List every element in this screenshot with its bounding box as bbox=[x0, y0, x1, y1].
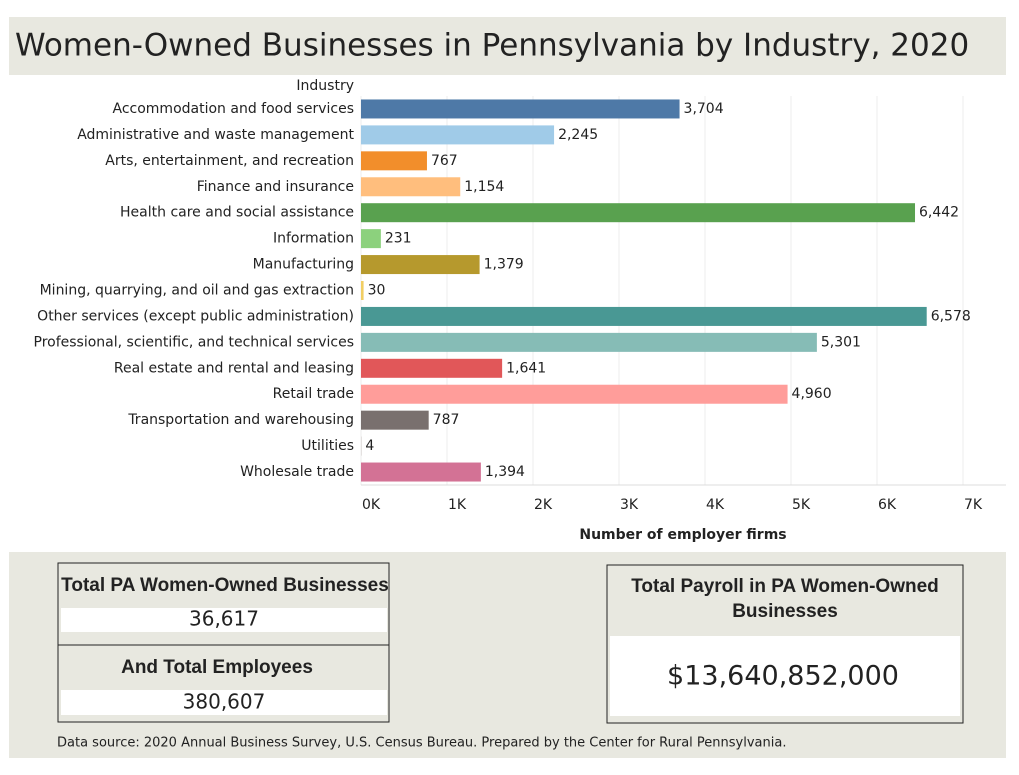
y-tick-label: Mining, quarrying, and oil and gas extra… bbox=[40, 283, 354, 299]
kpi-label: Total PA Women-Owned Businesses bbox=[61, 575, 389, 596]
plot: 0K 1K 2K 3K 4K 5K 6K 7K Accommodation and food s… bbox=[34, 96, 1006, 513]
y-tick-label: Other services (except public administra… bbox=[37, 308, 354, 324]
value-label: 30 bbox=[368, 283, 386, 299]
x-axis-label: Number of employer firms bbox=[579, 527, 786, 543]
y-tick-label: Manufacturing bbox=[253, 257, 354, 273]
value-label: 3,704 bbox=[684, 101, 724, 117]
bar bbox=[361, 411, 429, 430]
x-tick-label: 4K bbox=[706, 497, 725, 513]
value-label: 1,379 bbox=[484, 257, 524, 273]
bar bbox=[361, 281, 364, 300]
bar bbox=[361, 307, 927, 326]
value-label: 1,394 bbox=[485, 464, 525, 480]
bar bbox=[361, 229, 381, 248]
y-tick-label: Real estate and rental and leasing bbox=[114, 360, 354, 376]
y-header: Industry bbox=[296, 78, 354, 94]
x-tick-label: 3K bbox=[620, 497, 639, 513]
bar bbox=[361, 99, 680, 118]
x-tick-label: 6K bbox=[878, 497, 897, 513]
kpi-value: 380,607 bbox=[183, 690, 266, 714]
x-tick-label: 7K bbox=[964, 497, 983, 513]
bar bbox=[361, 463, 481, 482]
value-label: 6,442 bbox=[919, 205, 959, 221]
chart-title: Women-Owned Businesses in Pennsylvania b… bbox=[15, 28, 969, 64]
bar bbox=[361, 255, 480, 274]
kpi-value: $13,640,852,000 bbox=[667, 661, 899, 692]
y-tick-label: Wholesale trade bbox=[240, 464, 354, 480]
bar bbox=[361, 385, 788, 404]
y-tick-label: Administrative and waste management bbox=[77, 127, 354, 143]
value-label: 231 bbox=[385, 231, 412, 247]
x-tick-label: 0K bbox=[362, 497, 381, 513]
x-tick-label: 1K bbox=[448, 497, 467, 513]
bar bbox=[361, 177, 460, 196]
y-tick-label: Retail trade bbox=[273, 386, 354, 402]
kpi-label-wrap: Total Payroll in PA Women-Owned Business… bbox=[612, 574, 958, 630]
kpi-label: And Total Employees bbox=[121, 657, 313, 678]
value-label: 5,301 bbox=[821, 334, 861, 350]
value-label: 787 bbox=[433, 412, 460, 428]
value-label: 4,960 bbox=[792, 386, 832, 402]
value-label: 1,641 bbox=[506, 360, 546, 376]
kpi-value: 36,617 bbox=[189, 607, 259, 631]
y-tick-label: Health care and social assistance bbox=[120, 205, 354, 221]
value-label: 1,154 bbox=[464, 179, 504, 195]
value-label: 4 bbox=[365, 438, 374, 454]
bar bbox=[361, 203, 915, 222]
y-tick-label: Transportation and warehousing bbox=[127, 412, 354, 428]
y-tick-label: Arts, entertainment, and recreation bbox=[105, 153, 354, 169]
value-label: 767 bbox=[431, 153, 458, 169]
bar bbox=[361, 151, 427, 170]
source-note: Data source: 2020 Annual Business Survey… bbox=[57, 736, 786, 751]
kpi-label: Total Payroll in PA Women-Owned Business… bbox=[612, 574, 958, 624]
y-tick-label: Utilities bbox=[301, 438, 354, 454]
y-tick-label: Accommodation and food services bbox=[113, 101, 355, 117]
value-label: 2,245 bbox=[558, 127, 598, 143]
y-tick-label: Finance and insurance bbox=[197, 179, 354, 195]
y-tick-label: Information bbox=[273, 231, 354, 247]
x-tick-label: 2K bbox=[534, 497, 553, 513]
bar bbox=[361, 333, 817, 352]
bar bbox=[361, 125, 554, 144]
bar bbox=[361, 359, 502, 378]
value-label: 6,578 bbox=[931, 308, 971, 324]
y-tick-label: Professional, scientific, and technical … bbox=[34, 334, 354, 350]
x-tick-label: 5K bbox=[792, 497, 811, 513]
